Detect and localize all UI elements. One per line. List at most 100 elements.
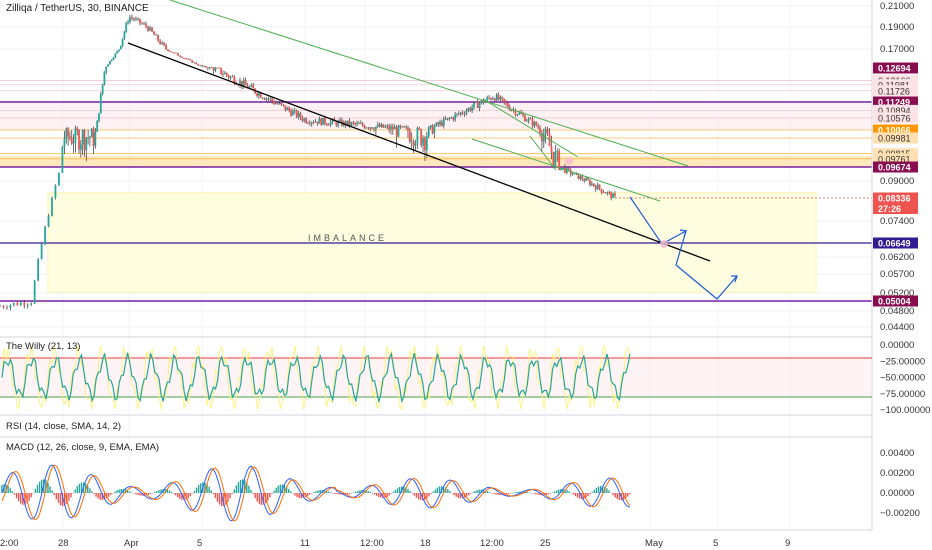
macd-histogram-bar <box>68 493 70 502</box>
price-tag-label: 0.10576 <box>878 113 911 123</box>
candle-body <box>573 172 576 175</box>
candle-body <box>427 126 430 137</box>
candle-body <box>307 122 309 124</box>
candle-body <box>424 138 426 151</box>
macd-histogram-bar <box>317 490 319 493</box>
time-tick-label: 9 <box>785 538 790 549</box>
macd-histogram-bar <box>114 491 116 493</box>
macd-histogram-bar <box>13 493 16 495</box>
wedge-inner-green[interactable] <box>529 135 557 171</box>
macd-histogram-bar <box>486 491 489 493</box>
macd-histogram-bar <box>250 489 252 493</box>
price-tag-label: 0.10894 <box>878 106 911 116</box>
macd-histogram-bar <box>181 493 183 500</box>
macd-histogram-bar <box>522 491 524 493</box>
macd-histogram-bar <box>135 493 137 495</box>
candle-body <box>325 123 328 125</box>
candle-body <box>105 66 108 72</box>
candle-body <box>69 136 71 138</box>
macd-histogram-bar <box>166 489 168 493</box>
candle-body <box>157 34 159 41</box>
macd-histogram-bar <box>363 489 365 493</box>
macd-histogram-bar <box>287 488 290 493</box>
price-axis[interactable]: 0.21000 0.19000 0.17000 0.09000 0.07400 0.062… <box>880 1 914 333</box>
candle-body <box>348 120 351 126</box>
channel-top-green[interactable] <box>169 0 689 167</box>
macd-histogram-bar <box>371 493 374 494</box>
macd-histogram-bar <box>451 493 453 494</box>
candle-body <box>83 129 86 151</box>
candle-body <box>405 127 407 129</box>
macd-signal-line <box>1 464 631 522</box>
macd-histogram-bar <box>606 488 608 493</box>
willy-title: The Willy (21, 13) <box>6 341 80 352</box>
macd-histogram-bar <box>1 484 3 493</box>
candle-body <box>452 117 455 120</box>
trendline-black[interactable] <box>127 42 711 262</box>
candle-body <box>454 114 457 120</box>
time-tick-label: 25 <box>540 538 551 549</box>
candle-body <box>437 122 440 125</box>
candle-body <box>322 117 324 125</box>
macd-histogram-bar <box>172 493 175 494</box>
projection-path-blue[interactable] <box>629 196 738 300</box>
time-axis[interactable]: 2:00 28 Apr 5 11 12:00 18 12:00 25 May 5 9 <box>0 538 790 549</box>
macd-histogram-bar <box>578 493 581 499</box>
macd-histogram-bar <box>382 493 384 498</box>
candle-body <box>579 176 582 179</box>
candle-body <box>218 67 221 69</box>
candle-body <box>70 137 73 144</box>
time-tick-label: 5 <box>713 538 718 549</box>
candle-body <box>19 302 22 306</box>
macd-histogram-bar <box>444 487 447 493</box>
candle-body <box>193 62 196 64</box>
candle-body <box>540 132 543 142</box>
candle-body <box>493 98 496 101</box>
macd-histogram-bar <box>210 490 212 493</box>
candle-body <box>371 127 374 129</box>
price-tag <box>873 96 918 108</box>
price-tags: 0.126940.121660.119810.117260.112490.108… <box>873 62 918 307</box>
macd-histogram-bar <box>560 489 562 493</box>
candle-body <box>259 93 262 98</box>
macd-histogram-bar <box>103 493 106 500</box>
candle-body <box>382 124 385 128</box>
macd-histogram-bar <box>40 479 43 493</box>
macd-histogram-bar <box>72 493 74 494</box>
candle-body <box>476 101 479 109</box>
candle-body <box>101 84 104 95</box>
candle-body <box>533 121 536 126</box>
wedge-bottom-green[interactable] <box>471 138 661 202</box>
candle-body <box>337 121 340 126</box>
macd-histogram-bar <box>511 492 514 494</box>
macd-histogram-bar <box>507 493 510 494</box>
macd-histogram-bar <box>59 493 62 506</box>
candle-body <box>420 129 423 146</box>
macd-histogram-bar <box>141 493 143 496</box>
candle-body <box>439 121 441 125</box>
price-tag <box>873 124 918 136</box>
candle-body <box>610 192 613 199</box>
macd-histogram-bar <box>61 493 64 507</box>
candle-body <box>478 103 481 109</box>
time-tick-label: 2:00 <box>0 538 19 549</box>
macd-histogram-bar <box>599 485 602 493</box>
candle-body <box>33 280 36 304</box>
candle-body <box>205 66 207 68</box>
macd-histogram-bar <box>537 493 539 495</box>
macd-histogram-bar <box>179 493 181 499</box>
macd-histogram-bar <box>237 482 240 493</box>
candle-body <box>448 117 451 119</box>
macd-histogram-bar <box>269 493 271 498</box>
wedge-top-green[interactable] <box>482 98 579 158</box>
macd-histogram-bar <box>453 493 455 496</box>
macd-histogram-bar <box>568 491 570 493</box>
macd-histogram-bar <box>292 493 294 494</box>
candle-body <box>61 146 64 173</box>
time-tick-label: Apr <box>124 538 139 549</box>
macd-histogram-bar <box>28 493 30 501</box>
candle-body <box>263 98 266 100</box>
time-tick-label: 11 <box>300 538 310 549</box>
candle-body <box>484 100 487 103</box>
